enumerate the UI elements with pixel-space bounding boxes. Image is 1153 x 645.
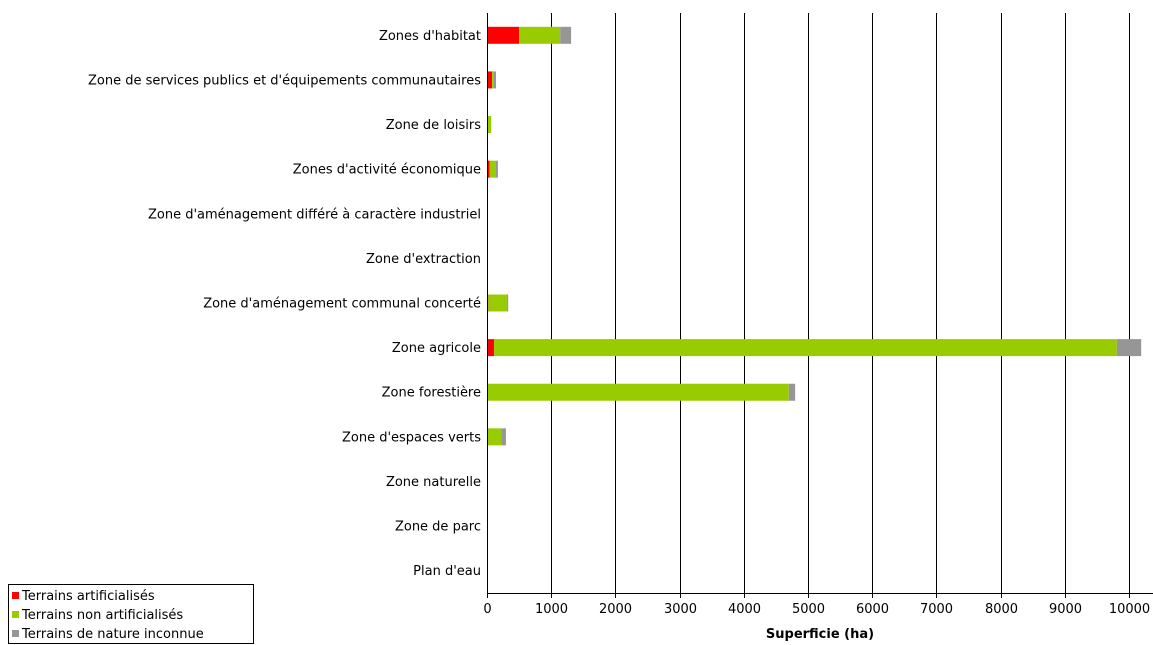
x-tick-label: 7000 bbox=[920, 602, 953, 617]
legend-label: Terrains non artificialisés bbox=[22, 608, 184, 623]
x-tick-label: 2000 bbox=[599, 602, 632, 617]
category-label: Zone d'aménagement communal concerté bbox=[203, 297, 481, 312]
bar-segment-series-1 bbox=[519, 26, 561, 44]
bar-segment-series-2 bbox=[1116, 339, 1142, 357]
category-label: Zone d'aménagement différé à caractère i… bbox=[148, 207, 481, 222]
category-label: Zone de loisirs bbox=[386, 118, 482, 133]
axes bbox=[487, 13, 1153, 594]
bar-segment-series-1 bbox=[487, 116, 492, 134]
x-tick-labels: 0 1000 2000 3000 4000 5000 6000 7000 8000 9000 100… bbox=[483, 602, 1150, 617]
category-label: Zone agricole bbox=[392, 341, 481, 356]
x-tick-label: 3000 bbox=[664, 602, 697, 617]
category-label: Zone naturelle bbox=[386, 475, 481, 490]
x-tick-label: 10000 bbox=[1109, 602, 1150, 617]
legend-label: Terrains de nature inconnue bbox=[22, 627, 204, 642]
category-label: Zone d'extraction bbox=[366, 252, 481, 267]
legend-swatch-grey bbox=[12, 630, 19, 637]
category-label: Zones d'habitat bbox=[379, 29, 481, 44]
bar-segment-series-2 bbox=[501, 428, 506, 446]
legend-item-inconnue: Terrains de nature inconnue bbox=[12, 625, 253, 644]
bar-segment-series-1 bbox=[488, 294, 507, 312]
gridlines bbox=[487, 13, 1130, 598]
bar-segment-series-0 bbox=[487, 339, 495, 357]
category-label: Zone d'espaces verts bbox=[342, 430, 481, 445]
x-tick-label: 9000 bbox=[1049, 602, 1082, 617]
category-label: Zone forestière bbox=[382, 386, 481, 401]
x-tick-label: 1000 bbox=[535, 602, 568, 617]
bars bbox=[487, 26, 1142, 446]
bar-segment-series-2 bbox=[560, 26, 572, 44]
bar-segment-series-0 bbox=[487, 160, 490, 178]
category-labels: Zones d'habitat Zone de services publics … bbox=[88, 29, 481, 579]
bar-segment-series-2 bbox=[493, 71, 496, 89]
bar-segment-series-1 bbox=[494, 339, 1117, 357]
bar-segment-series-2 bbox=[495, 160, 498, 178]
legend-swatch-green bbox=[12, 611, 19, 618]
legend: Terrains artificialisés Terrains non art… bbox=[8, 584, 254, 644]
x-tick-label: 5000 bbox=[792, 602, 825, 617]
category-label: Zone de services publics et d'équipement… bbox=[88, 73, 481, 88]
legend-swatch-red bbox=[12, 592, 19, 599]
x-tick-label: 4000 bbox=[728, 602, 761, 617]
bar-segment-series-2 bbox=[506, 294, 509, 312]
bar-segment-series-0 bbox=[487, 71, 493, 89]
legend-item-artificialises: Terrains artificialisés bbox=[12, 587, 253, 606]
legend-label: Terrains artificialisés bbox=[22, 589, 155, 604]
bar-segment-series-1 bbox=[487, 383, 789, 401]
bar-segment-series-2 bbox=[788, 383, 796, 401]
x-tick-label: 8000 bbox=[985, 602, 1018, 617]
category-label: Zone de parc bbox=[395, 520, 481, 535]
bar-segment-series-0 bbox=[487, 26, 520, 44]
category-label: Plan d'eau bbox=[413, 564, 481, 579]
bar-segment-series-1 bbox=[492, 71, 494, 89]
bar-segment-series-1 bbox=[487, 428, 502, 446]
x-tick-label: 0 bbox=[483, 602, 491, 617]
legend-item-non-artificialises: Terrains non artificialisés bbox=[12, 606, 253, 625]
bar-segment-series-1 bbox=[489, 160, 496, 178]
category-label: Zones d'activité économique bbox=[293, 163, 481, 178]
x-axis-title: Superficie (ha) bbox=[766, 627, 874, 642]
x-tick-label: 6000 bbox=[856, 602, 889, 617]
